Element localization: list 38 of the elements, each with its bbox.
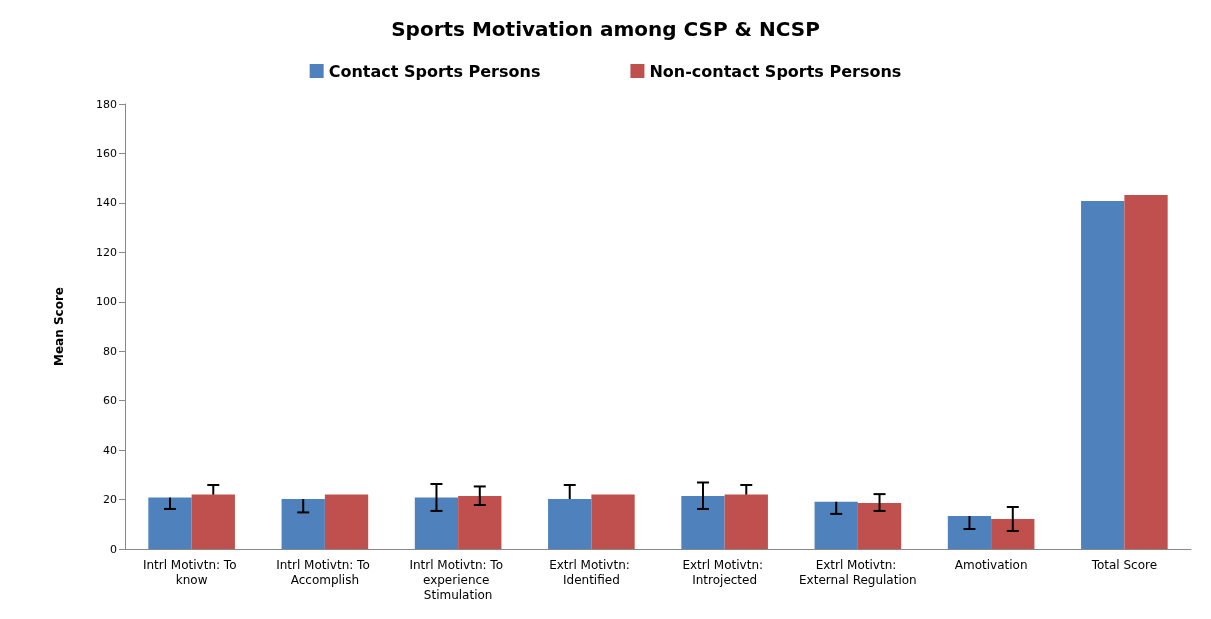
bar bbox=[1124, 194, 1168, 549]
legend-label: Contact Sports Persons bbox=[328, 61, 541, 81]
y-tick-label: 120 bbox=[96, 245, 117, 259]
bar bbox=[591, 494, 635, 549]
bar bbox=[1081, 200, 1125, 549]
x-tick-label: Intrl Motivtn: To experience Stimulation bbox=[409, 557, 507, 602]
y-tick-label: 60 bbox=[103, 394, 117, 408]
bar bbox=[414, 497, 459, 549]
y-tick-label: 100 bbox=[96, 295, 117, 309]
x-tick-label: Extrl Motivtn: Identified bbox=[549, 557, 634, 587]
bar bbox=[724, 494, 768, 549]
y-tick-label: 140 bbox=[96, 196, 117, 210]
bar bbox=[814, 501, 858, 549]
legend-label: Non-contact Sports Persons bbox=[649, 61, 902, 81]
bar bbox=[681, 496, 725, 549]
y-tick-label: 160 bbox=[96, 146, 117, 160]
x-tick-label: Intrl Motivtn: To Accomplish bbox=[276, 557, 374, 587]
y-tick-label: 80 bbox=[103, 344, 117, 358]
bar bbox=[857, 503, 902, 549]
y-axis-title: Mean Score bbox=[52, 287, 66, 366]
bar bbox=[548, 499, 592, 549]
bar bbox=[991, 519, 1035, 549]
y-tick-label: 0 bbox=[110, 542, 117, 556]
bar bbox=[148, 497, 192, 549]
bar bbox=[947, 516, 992, 549]
x-tick-label: Total Score bbox=[1090, 557, 1158, 572]
bar bbox=[324, 494, 369, 549]
y-tick-label: 40 bbox=[103, 443, 117, 457]
y-tick-label: 20 bbox=[103, 493, 117, 507]
x-tick-label: Extrl Motivtn: External Regulation bbox=[799, 557, 917, 587]
x-tick-label: Amotivation bbox=[954, 557, 1028, 572]
bar bbox=[281, 499, 325, 549]
bar bbox=[458, 496, 502, 549]
x-tick-label: Intrl Motivtn: To know bbox=[142, 557, 241, 587]
y-tick-label: 180 bbox=[96, 97, 117, 111]
chart-title: Sports Motivation among CSP & NCSP bbox=[391, 17, 820, 41]
bar bbox=[191, 494, 235, 549]
x-tick-label: Extrl Motivtn: Introjected bbox=[682, 557, 767, 587]
